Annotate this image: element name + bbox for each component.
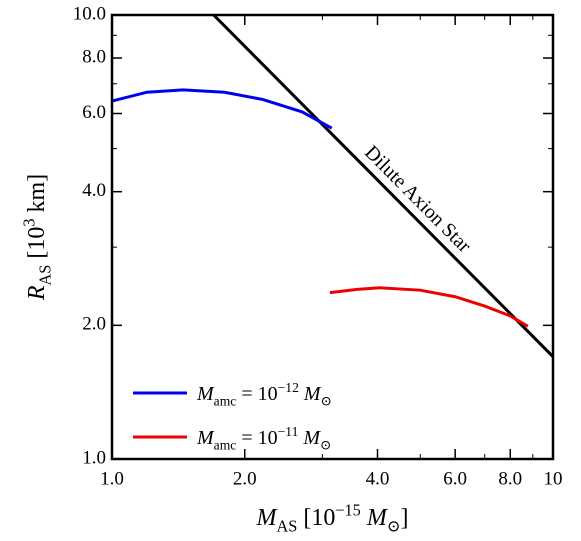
boundary-line <box>212 15 553 358</box>
x-tick-label: 4.0 <box>366 468 390 489</box>
y-axis-label-part: 3 <box>19 218 38 226</box>
x-axis-label-part: ⊙ <box>387 517 401 536</box>
y-tick-label: 10.0 <box>73 3 106 24</box>
x-tick-label: 2.0 <box>233 468 257 489</box>
annotation: Dilute Axion Star <box>360 141 475 257</box>
y-tick-label: 4.0 <box>82 180 106 201</box>
y-axis-label-part: AS <box>36 265 55 286</box>
legend-label-part: amc <box>214 394 237 409</box>
y-axis-label-part: R <box>24 285 50 301</box>
x-axis-label-part: M <box>255 505 278 531</box>
series-line <box>112 88 333 130</box>
y-axis-label-part: km] <box>24 174 50 219</box>
x-axis-label-part: [10 <box>297 505 335 531</box>
x-axis-label-part: M <box>361 505 389 531</box>
x-axis-label: MAS [10−15 M⊙] <box>255 500 408 535</box>
legend-label-part: M <box>299 383 322 405</box>
y-tick-label: 2.0 <box>82 314 106 335</box>
y-tick-label: 1.0 <box>82 447 106 468</box>
legend-label-part: = 10 <box>236 427 277 449</box>
plot-area <box>112 15 553 358</box>
legend-label-part: = 10 <box>236 383 277 405</box>
x-axis-label-part: AS <box>276 517 297 536</box>
legend-label-part: M <box>196 383 215 405</box>
x-tick-label: 10 <box>544 468 563 489</box>
y-axis-label: RAS [103 km] <box>19 174 54 301</box>
y-axis-label-part: [10 <box>24 227 50 265</box>
x-axis-label-part: −15 <box>335 500 361 519</box>
legend-label-part: ⊙ <box>320 438 331 453</box>
legend-label: Mamc = 10−12 M⊙ <box>196 380 332 409</box>
series-line <box>329 286 529 328</box>
legend-label-part: ⊙ <box>321 394 332 409</box>
frame <box>110 13 555 461</box>
legend-label-part: amc <box>214 438 237 453</box>
x-tick-label: 1.0 <box>100 468 124 489</box>
y-tick-label: 6.0 <box>82 102 106 123</box>
legend-label-part: M <box>196 427 215 449</box>
legend-label-part: −12 <box>278 380 299 395</box>
legend-label: Mamc = 10−11 M⊙ <box>196 424 331 453</box>
legend-label-part: M <box>298 427 321 449</box>
x-axis-label-part: ] <box>401 505 409 531</box>
y-tick-label: 8.0 <box>82 46 106 67</box>
x-tick-label: 6.0 <box>443 468 467 489</box>
legend-label-part: −11 <box>278 424 299 439</box>
x-tick-label: 8.0 <box>498 468 522 489</box>
